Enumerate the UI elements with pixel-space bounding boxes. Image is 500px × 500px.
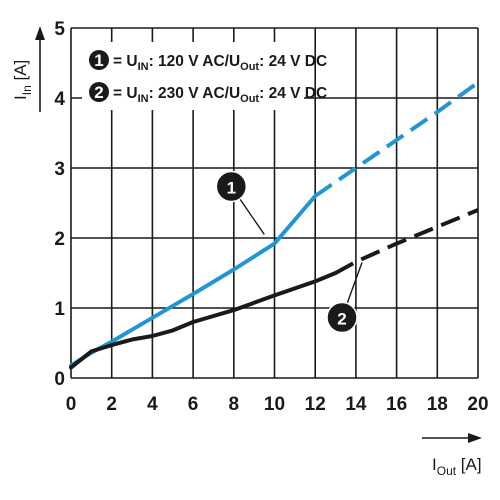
legend-badge-2 (89, 82, 109, 102)
legend-1-b: : 120 V AC/U (149, 53, 241, 70)
x-tick-label: 2 (106, 394, 117, 415)
legend-2-b: : 230 V AC/U (149, 85, 241, 102)
y-axis-label-unit: [A] (11, 60, 30, 86)
legend: 1 = UIN: 120 V AC/UOut: 24 V DC 2 = UIN:… (82, 42, 327, 110)
legend-1-c: : 24 V DC (259, 53, 327, 70)
x-axis-label: IOut [A] (432, 455, 482, 478)
legend-badge-1-label: 1 (94, 51, 103, 70)
y-axis-label-main: I (11, 95, 30, 100)
legend-badge-1 (89, 50, 109, 70)
legend-1-a: = U (113, 53, 138, 70)
x-axis-label-unit: [A] (456, 455, 482, 474)
callout-1-label: 1 (227, 179, 236, 198)
y-tick-label: 2 (54, 229, 65, 250)
legend-1-b-sub: Out (240, 61, 259, 73)
y-tick-label: 1 (54, 299, 65, 320)
x-tick-label: 14 (345, 394, 367, 415)
legend-text-2: = UIN: 230 V AC/UOut: 24 V DC (113, 85, 327, 105)
x-tick-label: 16 (386, 394, 407, 415)
legend-box (82, 42, 304, 110)
callout-2-badge (326, 301, 358, 334)
x-tick-label: 18 (427, 394, 448, 415)
x-tick-label: 6 (188, 394, 199, 415)
x-tick-label: 0 (66, 394, 77, 415)
x-tick-label: 8 (229, 394, 240, 415)
x-tick-label: 20 (467, 394, 488, 415)
legend-1-a-sub: IN (138, 61, 149, 73)
x-axis-label-sub: Out (437, 464, 457, 478)
y-axis-label-sub: In (20, 85, 34, 95)
svg-text:IIn [A]: IIn [A] (11, 60, 34, 100)
y-axis-label: IIn [A] (11, 60, 34, 100)
x-axis-label-main: I (432, 455, 437, 474)
callout-1-badge (215, 170, 248, 203)
x-tick-label: 12 (305, 394, 326, 415)
series-1-dashed-line (314, 80, 480, 198)
y-axis-arrow (35, 26, 45, 112)
callouts: 12 (215, 170, 363, 334)
legend-entry-1: 1 = UIN: 120 V AC/UOut: 24 V DC (89, 50, 327, 73)
series-lines (69, 80, 480, 370)
x-axis-arrow (422, 433, 482, 443)
legend-2-a-sub: IN (138, 93, 149, 105)
legend-badge-2-label: 2 (94, 83, 103, 102)
y-tick-label: 4 (54, 89, 65, 110)
legend-2-c: : 24 V DC (259, 85, 327, 102)
callout-2-label: 2 (337, 310, 346, 329)
legend-2-a: = U (113, 85, 138, 102)
legend-entry-2: 2 = UIN: 230 V AC/UOut: 24 V DC (89, 82, 327, 105)
y-tick-label: 0 (54, 369, 65, 390)
legend-2-b-sub: Out (240, 93, 259, 105)
y-tick-label: 5 (54, 19, 65, 40)
x-tick-label: 4 (147, 394, 158, 415)
series-2-dashed-line (334, 208, 479, 275)
y-tick-label: 3 (54, 159, 65, 180)
series-2-solid-line (69, 271, 338, 370)
x-tick-label: 10 (264, 394, 285, 415)
legend-text-1: = UIN: 120 V AC/UOut: 24 V DC (113, 53, 327, 73)
